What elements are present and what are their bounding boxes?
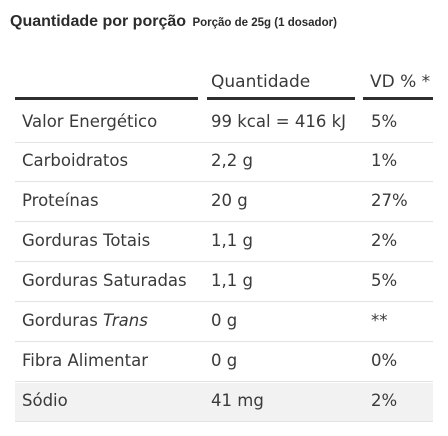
nutrient-quantity: 1,1 g	[211, 231, 253, 250]
nutrient-name: Gorduras Saturadas	[22, 271, 187, 290]
header-divider-name	[15, 97, 198, 100]
nutrient-dv: 5%	[371, 112, 398, 131]
header-divider-quantity	[207, 97, 355, 100]
nutrient-name: Valor Energético	[22, 112, 158, 131]
nutrient-quantity: 20 g	[211, 191, 248, 210]
nutrient-dv: 0%	[371, 351, 398, 370]
nutrient-dv: **	[371, 311, 388, 330]
nutrient-quantity: 0 g	[211, 311, 238, 330]
nutrient-dv: 27%	[371, 191, 408, 210]
nutrient-dv: 5%	[371, 271, 398, 290]
nutrient-name-italic: Trans	[103, 311, 148, 330]
table-row: Gorduras Totais 1,1 g 2%	[15, 223, 433, 262]
nutrient-quantity: 0 g	[211, 351, 238, 370]
nutrient-quantity: 2,2 g	[211, 151, 253, 170]
serving-size-label: Porção de 25g (1 dosador)	[192, 17, 337, 29]
table-row: Sódio 41 mg 2%	[15, 383, 433, 422]
column-header-quantity: Quantidade	[211, 72, 311, 92]
table-row: Carboidratos 2,2 g 1%	[15, 143, 433, 182]
table-row: Gorduras Saturadas 1,1 g 5%	[15, 263, 433, 302]
nutrient-quantity: 99 kcal = 416 kJ	[211, 112, 347, 131]
header-divider-dv	[363, 97, 433, 100]
nutrient-quantity: 1,1 g	[211, 271, 253, 290]
nutrient-name: Carboidratos	[22, 151, 129, 170]
nutrient-name: Fibra Alimentar	[22, 351, 148, 370]
nutrient-quantity: 41 mg	[211, 391, 264, 410]
nutrient-name: Sódio	[22, 391, 68, 410]
table-row: Proteínas 20 g 27%	[15, 183, 433, 222]
nutrient-dv: 2%	[371, 391, 398, 410]
nutrient-name: Gorduras Totais	[22, 231, 151, 250]
nutrient-dv: 2%	[371, 231, 398, 250]
nutrient-name: Gorduras Trans	[22, 311, 148, 330]
nutrient-name: Proteínas	[22, 191, 99, 210]
table-row: Valor Energético 99 kcal = 416 kJ 5%	[15, 104, 433, 143]
table-row: Fibra Alimentar 0 g 0%	[15, 343, 433, 382]
nutrient-name-prefix: Gorduras	[22, 311, 98, 330]
column-header-dv: VD % *	[370, 72, 431, 92]
table-title: Quantidade por porção Porção de 25g (1 d…	[10, 13, 337, 31]
title-label: Quantidade por porção	[10, 13, 187, 30]
table-row: Gorduras Trans 0 g **	[15, 303, 433, 342]
nutrient-dv: 1%	[371, 151, 398, 170]
